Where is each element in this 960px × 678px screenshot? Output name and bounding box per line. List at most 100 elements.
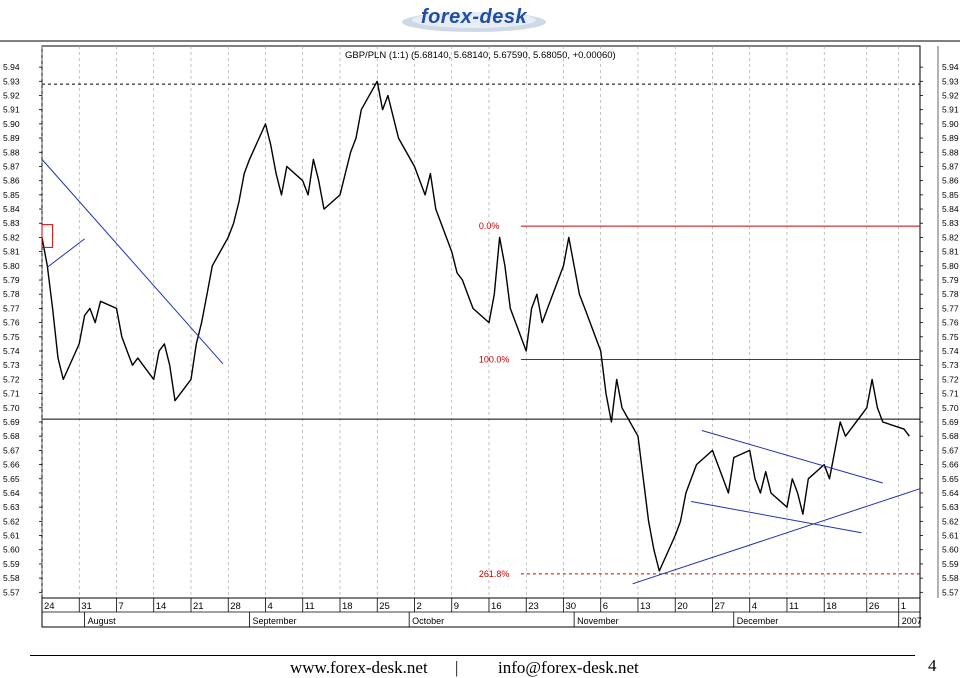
x-tick-label: 28 [230, 601, 241, 612]
y-tick-label-right: 5.71 [942, 389, 959, 399]
y-tick-label-right: 5.78 [942, 289, 959, 299]
y-tick-label-left: 5.86 [3, 176, 20, 186]
logo-text: forex-desk [420, 6, 528, 28]
month-label: September [253, 616, 297, 626]
y-tick-label-left: 5.84 [3, 204, 20, 214]
y-tick-label-right: 5.64 [942, 488, 959, 498]
y-tick-label-right: 5.65 [942, 474, 959, 484]
y-tick-label-left: 5.59 [3, 559, 20, 569]
y-tick-label-left: 5.70 [3, 403, 20, 413]
trendline [701, 430, 883, 484]
y-tick-label-left: 5.61 [3, 531, 20, 541]
y-tick-label-right: 5.66 [942, 460, 959, 470]
y-tick-label-right: 5.85 [942, 190, 959, 200]
x-tick-label: 9 [454, 601, 459, 612]
y-tick-label-left: 5.93 [3, 76, 20, 86]
y-tick-label-right: 5.83 [942, 218, 959, 228]
x-tick-label: 27 [714, 601, 725, 612]
logo-swoosh [402, 12, 546, 32]
footer-separator: | [455, 658, 459, 677]
y-tick-label-left: 5.92 [3, 90, 20, 100]
y-tick-label-right: 5.58 [942, 573, 959, 583]
page-number: 4 [928, 656, 937, 675]
y-tick-label-left: 5.68 [3, 431, 20, 441]
y-tick-label-right: 5.70 [942, 403, 959, 413]
y-tick-label-left: 5.94 [3, 62, 20, 72]
y-tick-label-left: 5.76 [3, 318, 20, 328]
x-tick-label: 16 [491, 601, 502, 612]
x-tick-label: 14 [156, 601, 167, 612]
x-tick-label: 7 [118, 601, 123, 612]
x-tick-label: 1 [901, 601, 906, 612]
y-tick-label-left: 5.89 [3, 133, 20, 143]
y-tick-label-right: 5.59 [942, 559, 959, 569]
y-tick-label-left: 5.83 [3, 218, 20, 228]
x-tick-label: 24 [44, 601, 55, 612]
x-tick-label: 23 [528, 601, 539, 612]
month-label: August [88, 616, 117, 626]
y-tick-label-right: 5.73 [942, 360, 959, 370]
x-tick-label: 2 [416, 601, 421, 612]
y-tick-label-right: 5.82 [942, 232, 959, 242]
y-tick-label-left: 5.62 [3, 516, 20, 526]
y-tick-label-left: 5.90 [3, 119, 20, 129]
price-chart: 24 31 7 14 21 28 4 11 18 25 2 9 16 23 30 6 13 20 27 4 11 18 26… [0, 40, 960, 630]
y-tick-label-left: 5.82 [3, 232, 20, 242]
highlight-box [41, 224, 54, 248]
y-tick-label-left: 5.64 [3, 488, 20, 498]
page-frame [0, 40, 960, 630]
y-tick-label-right: 5.67 [942, 445, 959, 455]
trendline [47, 238, 85, 268]
y-tick-label-left: 5.65 [3, 474, 20, 484]
y-tick-label-right: 5.75 [942, 332, 959, 342]
price-series-line [41, 80, 910, 572]
y-tick-label-left: 5.75 [3, 332, 20, 342]
month-label: 2007 [902, 616, 922, 626]
footer-website[interactable]: www.forex-desk.net [290, 658, 428, 677]
y-tick-label-right: 5.81 [942, 247, 959, 257]
x-tick-label: 31 [81, 601, 92, 612]
trendline [632, 488, 921, 585]
x-tick-label: 30 [565, 601, 576, 612]
y-tick-label-right: 5.87 [942, 161, 959, 171]
x-tick-label: 18 [826, 601, 837, 612]
fibonacci-label: 100.0% [479, 355, 510, 365]
y-tick-label-right: 5.61 [942, 531, 959, 541]
fibonacci-label: 0.0% [479, 221, 500, 231]
month-label: December [737, 616, 779, 626]
y-tick-label-left: 5.78 [3, 289, 20, 299]
y-tick-label-right: 5.93 [942, 76, 959, 86]
y-tick-label-right: 5.79 [942, 275, 959, 285]
y-tick-label-left: 5.77 [3, 303, 20, 313]
fibonacci-label: 261.8% [479, 569, 510, 579]
chart-title: GBP/PLN (1:1) (5.68140, 5.68140, 5.67590… [345, 50, 616, 61]
y-tick-label-right: 5.91 [942, 105, 959, 115]
footer-divider [30, 655, 915, 656]
month-label: October [412, 616, 444, 626]
y-tick-label-right: 5.92 [942, 90, 959, 100]
y-tick-label-right: 5.72 [942, 374, 959, 384]
trendline [41, 159, 224, 365]
y-tick-label-right: 5.57 [942, 587, 959, 597]
y-tick-label-left: 5.74 [3, 346, 20, 356]
footer-email[interactable]: info@forex-desk.net [498, 658, 639, 677]
x-tick-label: 25 [379, 601, 390, 612]
y-tick-label-right: 5.90 [942, 119, 959, 129]
y-tick-label-right: 5.76 [942, 318, 959, 328]
x-tick-label: 18 [342, 601, 353, 612]
y-tick-label-left: 5.73 [3, 360, 20, 370]
y-tick-label-left: 5.88 [3, 147, 20, 157]
x-tick-label: 6 [603, 601, 608, 612]
y-tick-label-right: 5.62 [942, 516, 959, 526]
y-tick-label-right: 5.77 [942, 303, 959, 313]
y-tick-label-left: 5.67 [3, 445, 20, 455]
y-tick-label-right: 5.63 [942, 502, 959, 512]
x-tick-label: 4 [267, 601, 272, 612]
y-tick-label-right: 5.86 [942, 176, 959, 186]
plot-frame [41, 45, 921, 628]
x-tick-label: 26 [869, 601, 880, 612]
y-tick-label-left: 5.79 [3, 275, 20, 285]
y-tick-label-left: 5.63 [3, 502, 20, 512]
y-tick-label-left: 5.60 [3, 545, 20, 555]
x-tick-label: 4 [752, 601, 757, 612]
